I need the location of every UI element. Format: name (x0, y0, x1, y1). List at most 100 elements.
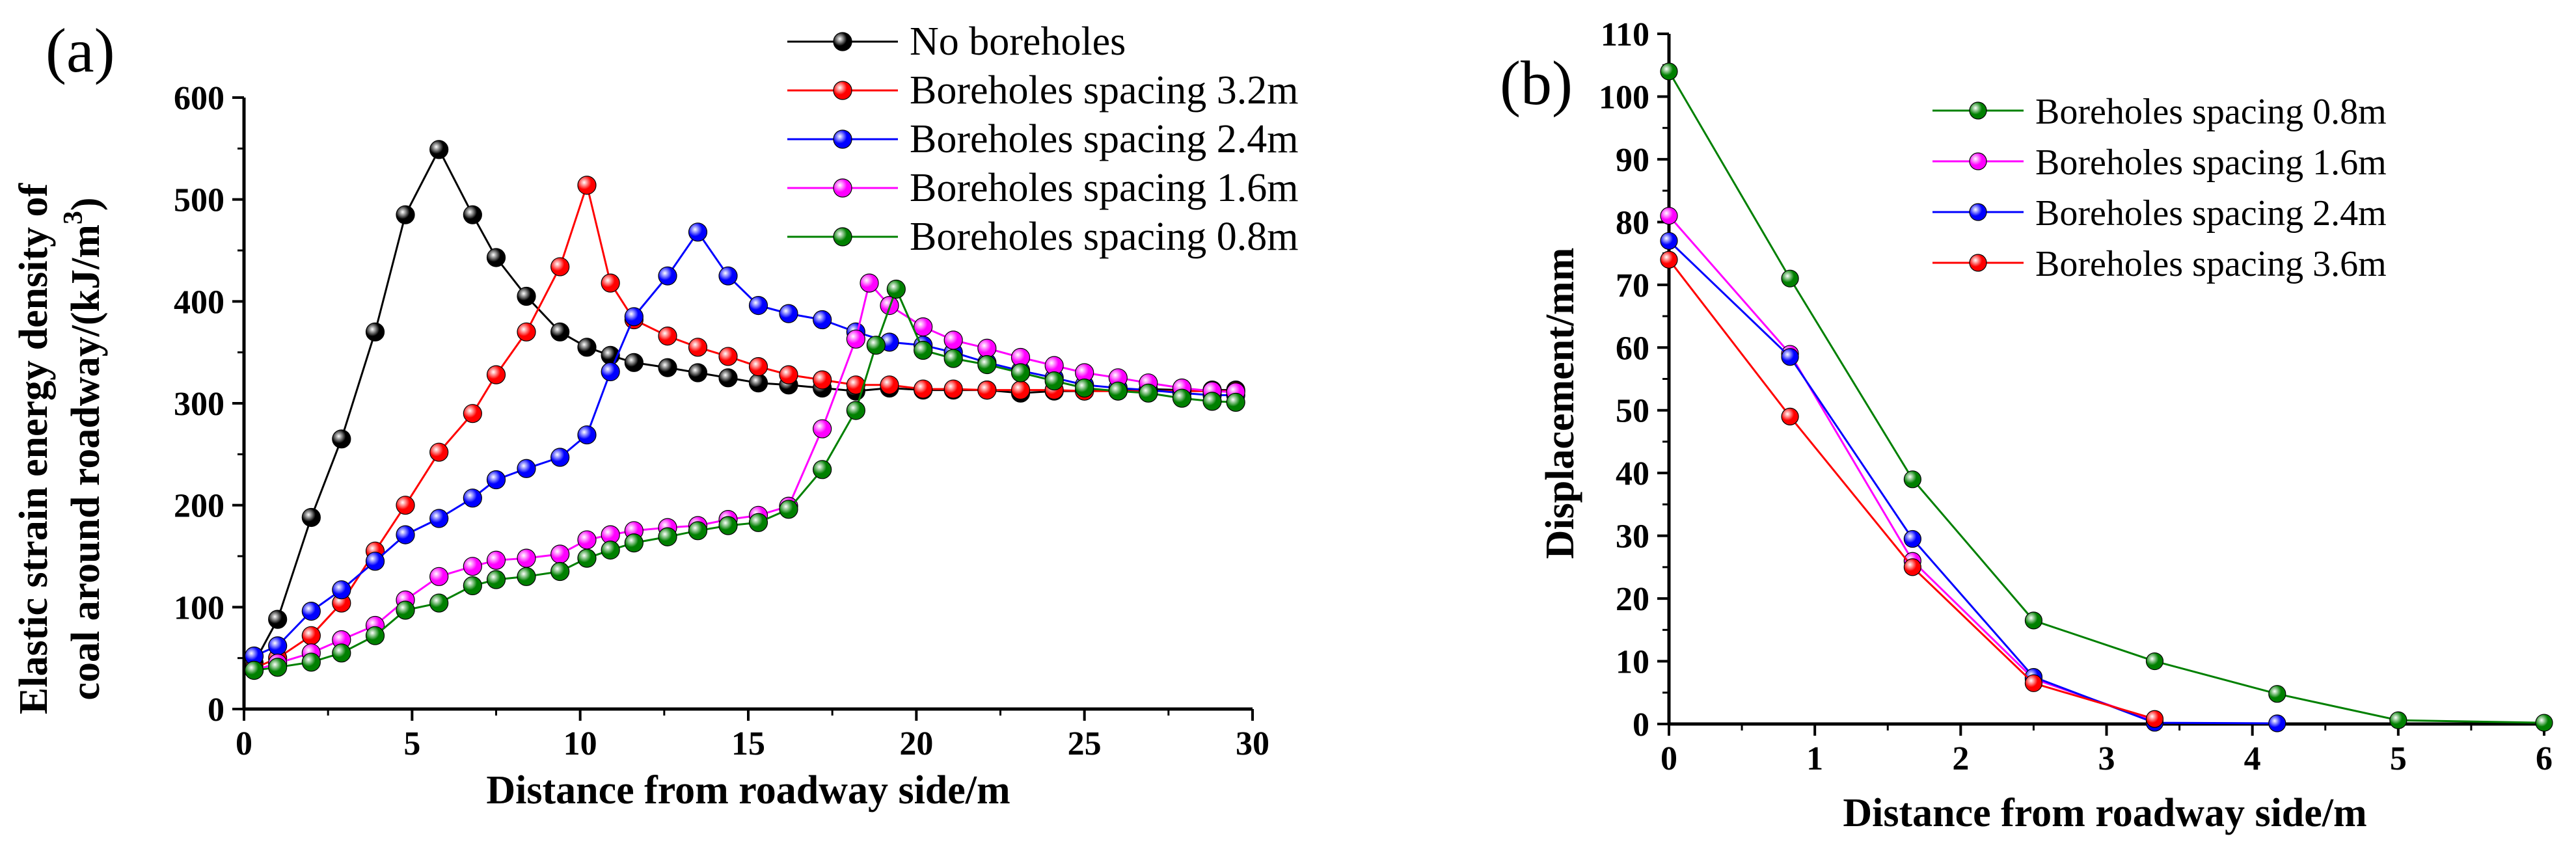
data-point (813, 419, 832, 438)
data-point (658, 527, 677, 546)
series-boreholes-spacing-1-6m (1660, 207, 2164, 730)
x-tick-label: 5 (403, 725, 420, 762)
data-point (718, 516, 738, 535)
legend-marker (1969, 254, 1987, 272)
legend-label: Boreholes spacing 3.6m (2035, 244, 2387, 284)
data-point (1660, 232, 1678, 250)
data-point (718, 347, 738, 366)
data-point (886, 279, 906, 299)
data-point (914, 379, 933, 399)
data-point (2145, 710, 2164, 728)
data-point (718, 368, 738, 388)
data-point (1010, 363, 1031, 382)
data-point (577, 176, 597, 195)
data-point (601, 540, 620, 560)
panel-a-label: (a) (46, 16, 115, 85)
data-point (486, 570, 506, 589)
panel-a-series (244, 140, 1245, 680)
panel-b-x-axis-title: Distance from roadway side/m (1843, 791, 2366, 835)
data-point (301, 601, 321, 621)
panel-b-y-axis-title: Displacement/mm (1538, 248, 1582, 559)
data-point (1660, 250, 1678, 269)
data-point (244, 660, 264, 680)
panel-a-y-axis-title-superscript: 3 (59, 211, 88, 224)
data-point (2024, 674, 2043, 692)
legend-marker (1969, 101, 1987, 120)
data-point (517, 548, 536, 568)
legend-item-boreholes-spacing-3-6m: Boreholes spacing 3.6m (1932, 244, 2387, 284)
data-point (550, 561, 570, 582)
data-point (396, 496, 415, 515)
legend-item-boreholes-spacing-2-4m: Boreholes spacing 2.4m (1932, 193, 2387, 234)
x-tick-label: 2 (1952, 740, 1969, 777)
legend-item-boreholes-spacing-0-8m: Boreholes spacing 0.8m (787, 215, 1299, 259)
y-tick-label: 0 (208, 691, 224, 729)
x-tick-label: 0 (236, 725, 252, 762)
data-point (658, 358, 677, 377)
data-point (748, 513, 768, 532)
series-boreholes-spacing-2-4m (1660, 232, 2286, 732)
data-point (860, 273, 879, 293)
legend-item-boreholes-spacing-2-4m: Boreholes spacing 2.4m (787, 117, 1299, 161)
data-point (2268, 685, 2286, 703)
legend-item-boreholes-spacing-1-6m: Boreholes spacing 1.6m (787, 166, 1299, 210)
data-point (977, 355, 997, 375)
panel-b-label: (b) (1500, 48, 1573, 118)
legend-marker (1969, 152, 1987, 170)
y-tick-label: 30 (1616, 518, 1649, 556)
data-point (429, 140, 449, 159)
data-point (601, 362, 620, 382)
data-point (486, 248, 506, 267)
data-point (463, 404, 482, 423)
data-point (718, 266, 738, 286)
data-point (517, 567, 536, 586)
data-point (914, 340, 933, 360)
data-point (1903, 470, 1921, 489)
data-point (429, 567, 449, 586)
data-point (658, 266, 677, 286)
panel-a-y-axis-title: Elastic strain energy density of coal ar… (12, 183, 108, 715)
y-tick-label: 90 (1616, 142, 1649, 179)
data-point (2024, 611, 2043, 630)
data-point (2145, 652, 2164, 671)
data-point (577, 530, 597, 550)
data-point (866, 336, 886, 355)
panel-a-x-axis-title: Distance from roadway side/m (486, 768, 1010, 812)
x-tick-label: 1 (1806, 740, 1823, 777)
data-point (1108, 381, 1128, 401)
data-point (517, 286, 536, 306)
data-point (1660, 62, 1678, 81)
data-point (577, 425, 597, 445)
panel-a-y-axis-title-line1: Elastic strain energy density of (12, 183, 56, 715)
legend-label: No boreholes (910, 20, 1126, 64)
data-point (332, 643, 351, 663)
data-point (688, 363, 708, 382)
y-tick-label: 200 (174, 488, 224, 525)
series-line-boreholes-spacing-1-6m (1668, 215, 2155, 722)
data-point (1202, 392, 1222, 411)
data-point (977, 338, 997, 358)
data-point (463, 557, 482, 576)
y-tick-label: 70 (1616, 267, 1649, 304)
data-point (550, 544, 570, 564)
data-point (748, 296, 768, 315)
legend-marker (833, 227, 852, 247)
data-point (624, 353, 644, 372)
legend-label: Boreholes spacing 1.6m (910, 166, 1299, 210)
x-tick-label: 5 (2390, 740, 2407, 777)
series-boreholes-spacing-3-6m (1660, 250, 2164, 728)
legend-marker (833, 81, 852, 100)
data-point (577, 338, 597, 357)
y-tick-label: 0 (1633, 706, 1649, 744)
data-point (268, 658, 288, 677)
data-point (2268, 714, 2286, 732)
data-point (748, 356, 768, 377)
data-point (779, 365, 798, 384)
panel-b-legend: Boreholes spacing 0.8m Boreholes spacing … (1932, 92, 2387, 284)
data-point (846, 401, 865, 420)
data-point (396, 525, 415, 544)
y-tick-label: 20 (1616, 581, 1649, 618)
data-point (301, 652, 321, 672)
y-tick-label: 400 (174, 284, 224, 321)
